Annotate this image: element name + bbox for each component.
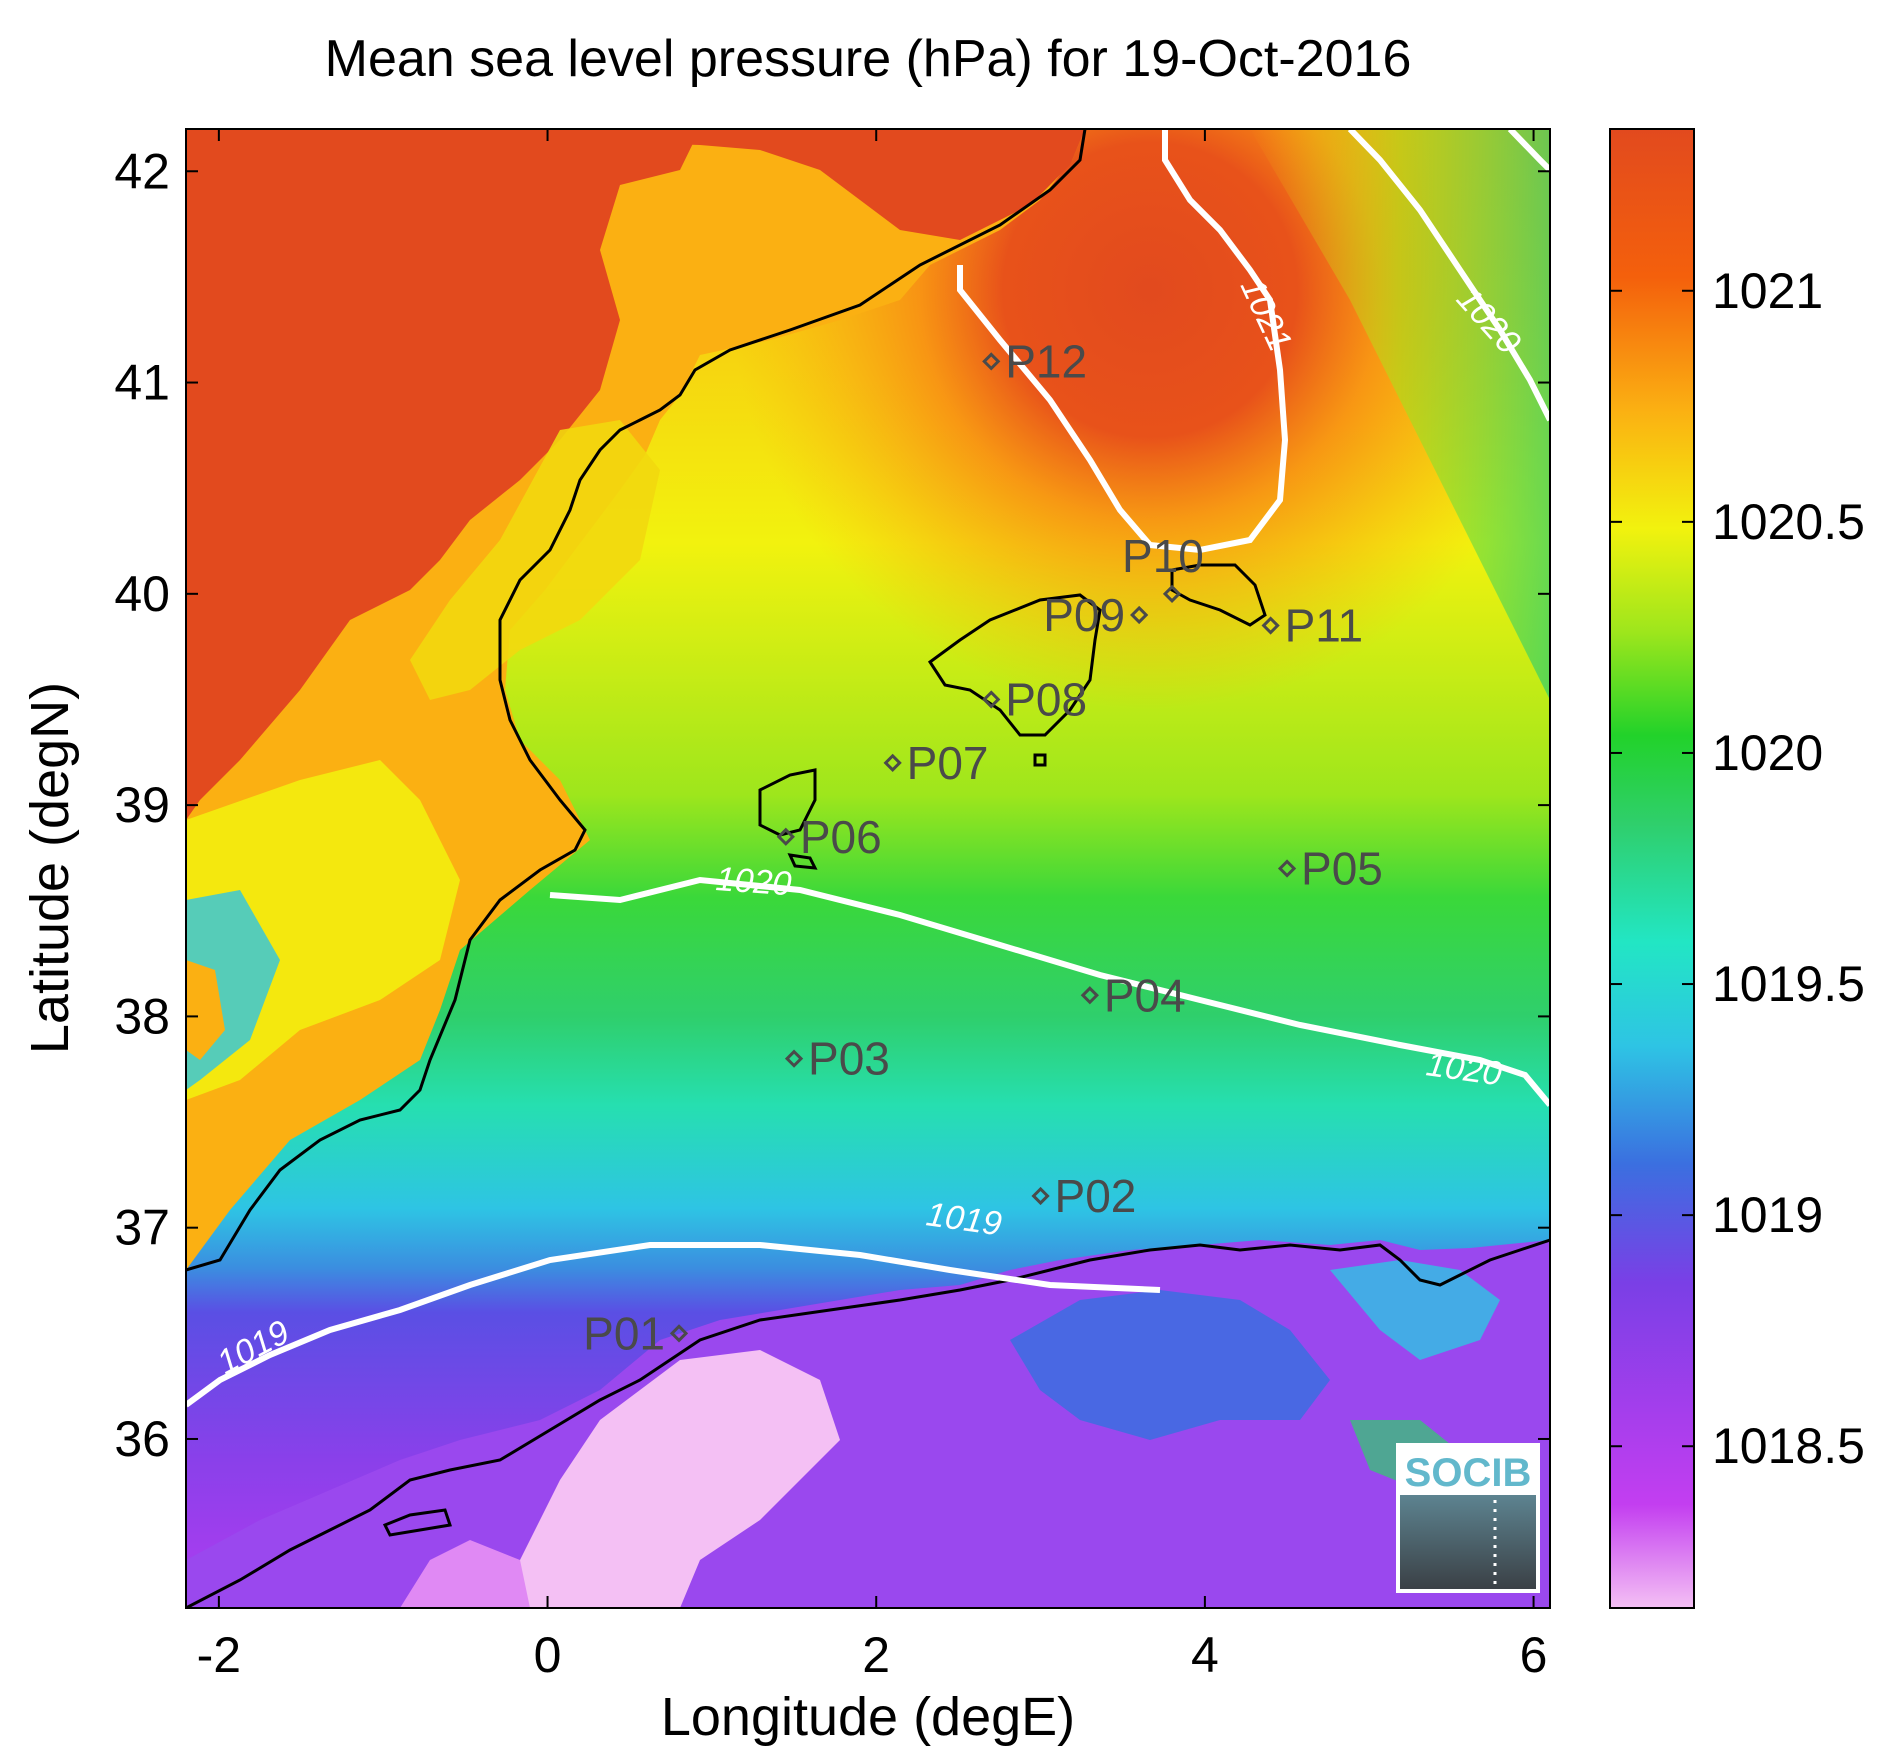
station-marker [982,352,1001,371]
x-tick-label: 2 [862,1627,890,1683]
colorbar-tick-label: 1021 [1712,263,1823,319]
socib-logo: SOCIB [1396,1443,1540,1593]
station-marker [784,1049,804,1068]
y-tick-label: 36 [114,1411,170,1467]
station-p07: P07 [883,737,989,789]
y-tick-label: 38 [114,988,170,1044]
y-tick-label: 40 [114,566,170,622]
station-p09: P09 [1043,589,1149,641]
station-label: P05 [1301,843,1383,895]
y-tick-label: 37 [114,1200,170,1256]
station-marker [1031,1186,1050,1206]
station-markers: P01 P02 P03 P04 P05 P06 P07 P08 P09 P10 P11 P12 [583,335,1383,1359]
station-marker [1277,859,1297,878]
station-label: P12 [1005,335,1087,387]
station-marker [1080,986,1099,1005]
station-label: P03 [808,1033,890,1085]
station-label: P02 [1055,1170,1137,1222]
chart-title: Mean sea level pressure (hPa) for 19-Oct… [325,30,1412,88]
colorbar-tick-label: 1020.5 [1712,494,1865,550]
station-p03: P03 [784,1033,890,1085]
isobars [186,129,1550,1408]
y-tick-label: 39 [114,777,170,833]
colorbar-gradient [1609,128,1695,1609]
station-p10: P10 [1122,530,1204,603]
station-label: P11 [1285,600,1363,652]
station-p02: P02 [1031,1170,1137,1222]
station-label: P04 [1104,969,1186,1021]
station-label: P01 [583,1307,665,1359]
colorbar-ticks: 1018.5 1019 1019.5 1020 1020.5 1021 [1610,263,1865,1474]
station-marker [1130,605,1149,625]
station-p11: P11 [1261,600,1363,652]
x-tick-label: 6 [1520,1627,1548,1683]
x-axis: -2 0 2 4 6 [197,129,1548,1683]
coastline [186,129,1550,1608]
x-tick-label: 0 [534,1627,562,1683]
station-marker [1261,616,1280,635]
station-label: P09 [1043,589,1125,641]
x-tick-label: 4 [1191,1627,1219,1683]
station-label: P08 [1005,673,1087,725]
y-axis: 36 37 38 39 40 41 42 [114,143,1550,1467]
station-label: P06 [800,811,882,863]
plot-frame [185,128,1551,1609]
station-label: P07 [907,737,989,789]
colorbar: 1018.5 1019 1019.5 1020 1020.5 1021 [1609,128,1865,1609]
y-tick-label: 41 [114,355,170,411]
station-marker [776,827,795,846]
y-axis-label: Latitude (degN) [20,682,80,1054]
contour-label-1020-center: 1020 [714,860,792,903]
station-p08: P08 [982,673,1087,725]
station-marker [982,690,1001,709]
colorbar-tick-label: 1019 [1712,1187,1823,1243]
station-marker [669,1324,689,1343]
colorbar-tick-label: 1020 [1712,725,1823,781]
station-p05: P05 [1277,843,1383,895]
socib-logo-text: SOCIB [1405,1451,1532,1495]
station-p12: P12 [982,335,1087,387]
x-axis-label: Longitude (degE) [661,1687,1075,1747]
station-p06: P06 [776,811,882,863]
x-tick-label: -2 [197,1627,241,1683]
colorbar-tick-label: 1019.5 [1712,956,1865,1012]
station-label: P10 [1122,530,1204,582]
station-p04: P04 [1080,969,1186,1021]
pressure-field [186,129,1550,1608]
y-tick-label: 42 [114,143,170,199]
station-p01: P01 [583,1307,689,1359]
colorbar-tick-label: 1018.5 [1712,1418,1865,1474]
station-marker [1162,584,1182,603]
station-marker [883,753,902,772]
